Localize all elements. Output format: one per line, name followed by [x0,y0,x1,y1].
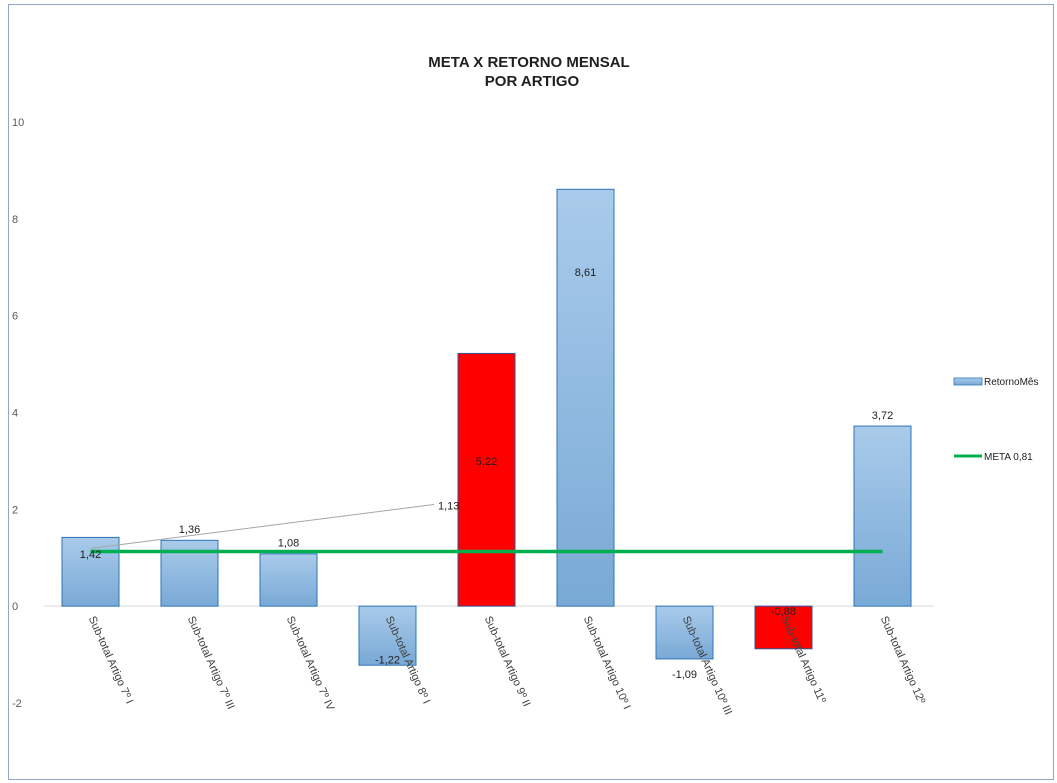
bar-data-label: 5,22 [476,456,497,468]
bar-4 [358,605,417,666]
bar-1 [61,536,120,607]
y-tick-label: 2 [12,504,18,516]
category-label: Sub-total Artigo 7º III [185,615,237,712]
y-tick-label: 10 [12,117,24,129]
chart-title-line-2: POR ARTIGO [485,73,580,90]
chart-title-line-1: META X RETORNO MENSAL [428,54,629,71]
legend-swatch-retorno [953,377,983,386]
bar-data-label: 1,08 [278,537,299,549]
bar-5 [457,352,516,607]
y-tick-label: -2 [12,698,22,710]
category-label: Sub-total Artigo 9º II [482,615,533,709]
bar-9 [853,425,912,607]
bar-3 [259,553,318,607]
chart-canvas: META X RETORNO MENSAL POR ARTIGO 10 8 6 4 2 0… [12,54,1038,717]
bar-data-label: 3,72 [872,410,893,422]
category-label: Sub-total Artigo 7º IV [284,615,337,714]
bar-6 [556,188,615,607]
legend-label-retorno: RetornoMês [984,377,1038,388]
bar-data-label: 1,42 [80,549,101,561]
meta-label-leader-line [90,503,435,549]
bar-data-label: -0,88 [771,606,796,618]
meta-data-label: 1,13 [438,500,459,512]
data-labels: 1,42 1,36 1,08 -1,22 5,22 8,61 -1,09 -0,88 3,72 1… [80,267,893,681]
y-tick-label: 4 [12,408,18,420]
bar-data-label: 8,61 [575,267,596,279]
y-tick-label: 0 [12,601,18,613]
bar-data-label: -1,09 [672,669,697,681]
bar-7 [655,605,714,660]
bar-data-label: -1,22 [375,654,400,666]
category-label: Sub-total Artigo 12º [878,615,927,706]
legend-label-meta: META 0,81 [984,452,1033,463]
legend: RetornoMês META 0,81 [953,377,1038,463]
category-label: Sub-total Artigo 7º I [86,615,135,706]
y-tick-label: 8 [12,214,18,226]
meta-line-series [90,503,883,554]
y-axis-ticks: 10 8 6 4 2 0 -2 [12,117,24,710]
bar-data-label: 1,36 [179,524,200,536]
bar-series [61,188,912,666]
category-label: Sub-total Artigo 10º I [581,615,633,712]
chart-frame: META X RETORNO MENSAL POR ARTIGO 10 8 6 4 2 0… [8,4,1054,780]
y-tick-label: 6 [12,311,18,323]
bar-8 [754,605,813,650]
